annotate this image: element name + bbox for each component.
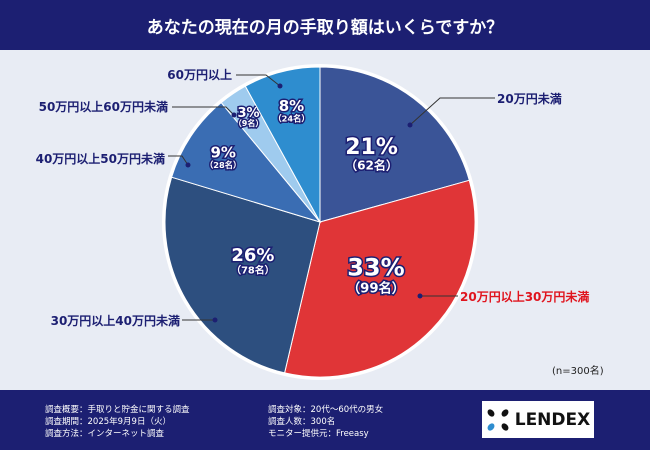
survey-count: 調査人数：300名 bbox=[268, 417, 336, 427]
slice-category-label: 20万円未満 bbox=[497, 91, 562, 106]
slice-category-label: 30万円以上40万円未満 bbox=[51, 313, 180, 328]
leader-dot bbox=[231, 112, 237, 118]
survey-info-left: 調査概要：手取りと貯金に関する調査 調査期間：2025年9月9日（火） 調査方法… bbox=[45, 404, 190, 440]
slice-percent-label: 9% bbox=[210, 144, 235, 162]
pie-slice bbox=[284, 179, 476, 378]
slice-category-label: 60万円以上 bbox=[167, 67, 232, 82]
pie-slice bbox=[244, 66, 321, 223]
slice-percent-label: 33% bbox=[347, 254, 404, 282]
leader-dot bbox=[407, 122, 413, 128]
slice-category-label: 40万円以上50万円未満 bbox=[36, 151, 165, 166]
lendex-logo: LENDEX bbox=[482, 401, 594, 438]
pie-chart: 21%（62名） 20万円未満 33%（99名） 20万円以上30万円未満 26%（78… bbox=[36, 64, 589, 380]
leader-line bbox=[168, 155, 189, 166]
logo-text: LENDEX bbox=[514, 409, 591, 430]
monitor-provider: モニター提供元：Freeasy bbox=[268, 429, 369, 439]
pie-slice bbox=[164, 176, 321, 374]
leader-line bbox=[236, 74, 281, 87]
slice-count-label: （9名） bbox=[234, 118, 264, 128]
leader-dot bbox=[185, 162, 191, 168]
survey-method: 調査方法：インターネット調査 bbox=[45, 429, 165, 439]
survey-info-right: 調査対象：20代～60代の男女 調査人数：300名 モニター提供元：Freeas… bbox=[268, 404, 383, 440]
leader-dot bbox=[417, 293, 423, 299]
leader-dot bbox=[212, 317, 218, 323]
survey-target: 調査対象：20代～60代の男女 bbox=[268, 405, 384, 415]
slice-count-label: （24名） bbox=[273, 113, 309, 123]
slice-count-label: （78名） bbox=[231, 263, 274, 276]
footer: 調査概要：手取りと貯金に関する調査 調査期間：2025年9月9日（火） 調査方法… bbox=[0, 390, 650, 450]
sample-size-note: (n=300名) bbox=[552, 366, 604, 377]
slice-percent-label: 8% bbox=[279, 97, 304, 115]
slice-percent-label: 3% bbox=[238, 106, 260, 121]
slice-category-label: 20万円以上30万円未満 bbox=[460, 289, 589, 304]
slice-category-label: 50万円以上60万円未満 bbox=[39, 99, 168, 114]
slice-count-label: （62名） bbox=[345, 157, 398, 172]
leader-dot bbox=[277, 83, 283, 89]
survey-summary: 調査概要：手取りと貯金に関する調査 bbox=[45, 405, 190, 415]
slice-count-label: （28名） bbox=[205, 160, 241, 170]
survey-period: 調査期間：2025年9月9日（火） bbox=[45, 417, 171, 427]
leader-line bbox=[409, 97, 495, 126]
logo-mark-icon bbox=[487, 408, 509, 431]
pie-slice bbox=[319, 66, 470, 223]
slice-percent-label: 21% bbox=[345, 135, 398, 160]
page-title: あなたの現在の月の手取り額はいくらですか？ bbox=[0, 0, 650, 50]
pie-slice bbox=[170, 101, 322, 223]
slice-percent-label: 26% bbox=[231, 245, 274, 266]
slice-count-label: （99名） bbox=[347, 279, 405, 296]
leader-line bbox=[172, 106, 235, 116]
